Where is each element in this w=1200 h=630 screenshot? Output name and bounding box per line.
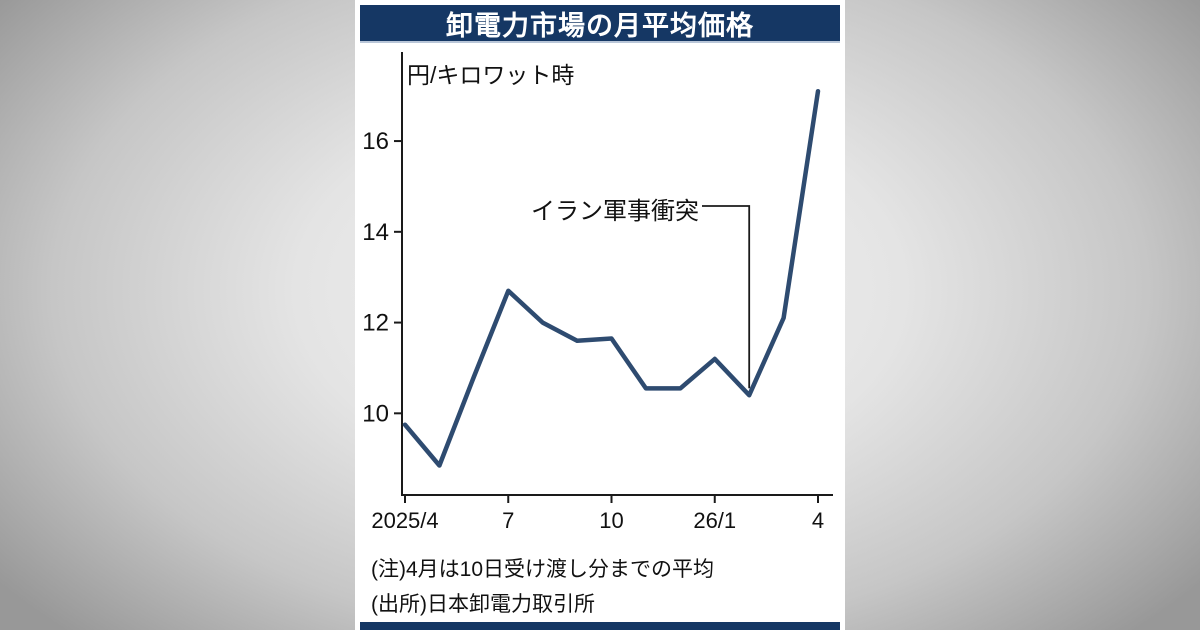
y-axis-unit-label: 円/キロワット時 — [407, 62, 575, 88]
x-tick-label: 10 — [599, 508, 623, 533]
x-tick-label: 4 — [812, 508, 824, 533]
x-tick-label: 7 — [502, 508, 514, 533]
y-tick-label: 12 — [362, 310, 389, 337]
chart-title-bar: 卸電力市場の月平均価格 — [360, 5, 840, 43]
chart-card: 卸電力市場の月平均価格 10 12 14 16 2025/4 7 10 26/1 4 円/キロワ… — [355, 0, 845, 630]
chart-title: 卸電力市場の月平均価格 — [446, 10, 754, 41]
price-line — [402, 88, 821, 468]
x-tick-label: 26/1 — [693, 508, 736, 533]
source-text: (出所)日本卸電力取引所 — [371, 593, 595, 616]
y-tick-label: 14 — [362, 219, 389, 246]
line-chart-svg: 10 12 14 16 2025/4 7 10 26/1 4 — [362, 52, 833, 533]
x-tick-label: 2025/4 — [371, 508, 438, 533]
annotation-connector — [702, 205, 751, 389]
annotation-label: イラン軍事衝突 — [531, 198, 699, 225]
axes — [401, 52, 833, 496]
y-tick-label: 10 — [362, 400, 389, 427]
footer-bar — [360, 622, 840, 630]
note-text: (注)4月は10日受け渡し分までの平均 — [371, 558, 715, 581]
y-tick-label: 16 — [362, 128, 389, 155]
